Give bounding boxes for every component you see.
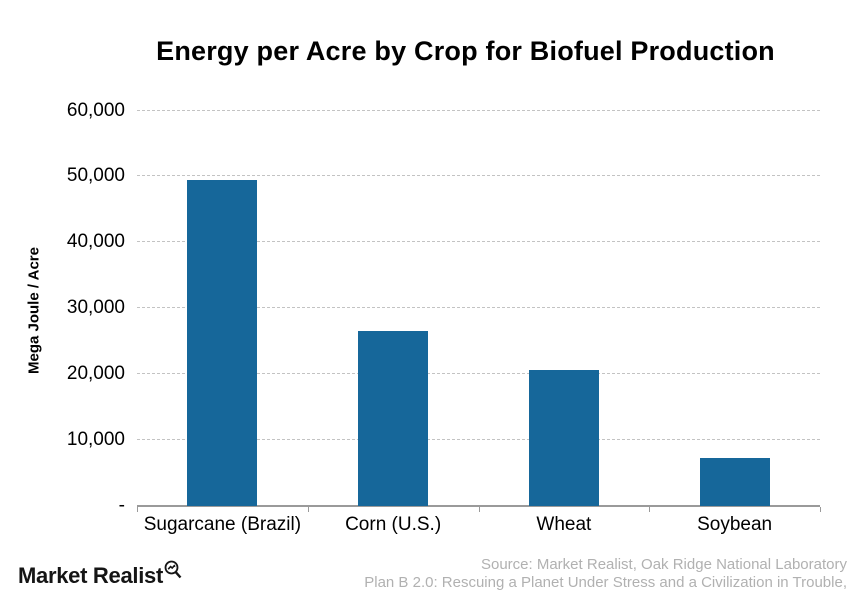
y-tick-label-50000: 50,000 [66, 165, 125, 187]
bar-corn-u-s [358, 331, 429, 506]
source-line-1: Source: Market Realist, Oak Ridge Nation… [480, 556, 847, 573]
x-axis-tick [478, 507, 480, 512]
x-axis-tick [137, 507, 138, 512]
source-attribution: Source: Market Realist, Oak Ridge Nation… [364, 556, 847, 592]
gridline-60000 [137, 109, 820, 111]
x-axis-tick [307, 507, 309, 512]
x-category-label-1: Corn (U.S.) [345, 514, 442, 535]
x-axis-tick [649, 507, 651, 512]
x-category-label-0: Sugarcane (Brazil) [143, 514, 302, 535]
logo-text: Market Realist [18, 563, 163, 588]
x-axis-tick [820, 507, 821, 512]
y-tick-label-10000: 10,000 [66, 429, 125, 451]
x-category-label-3: Soybean [697, 514, 773, 535]
gridline-30000 [137, 307, 820, 309]
gridline-50000 [137, 175, 820, 177]
chart-title: Energy per Acre by Crop for Biofuel Prod… [156, 36, 775, 66]
bar-soybean [699, 457, 770, 506]
plot-area [137, 85, 821, 512]
chart-footer: Market Realist Source: Market Realist, O… [0, 542, 861, 600]
y-tick-label-40000: 40,000 [66, 231, 125, 253]
y-tick-label-20000: 20,000 [66, 363, 125, 385]
y-tick-label-0: - [118, 495, 125, 516]
bar-sugarcane-brazil [187, 179, 258, 506]
magnifier-trend-icon [164, 560, 182, 585]
x-axis-line [137, 505, 820, 507]
gridline-10000 [137, 439, 820, 441]
market-realist-logo: Market Realist [18, 560, 182, 588]
gridline-40000 [137, 241, 820, 243]
gridline-20000 [137, 373, 820, 375]
source-line-2: Plan B 2.0: Rescuing a Planet Under Stre… [364, 574, 847, 591]
y-tick-label-30000: 30,000 [66, 297, 125, 319]
bar-wheat [528, 369, 599, 506]
x-category-label-2: Wheat [536, 514, 592, 535]
y-tick-label-60000: 60,000 [66, 99, 125, 121]
